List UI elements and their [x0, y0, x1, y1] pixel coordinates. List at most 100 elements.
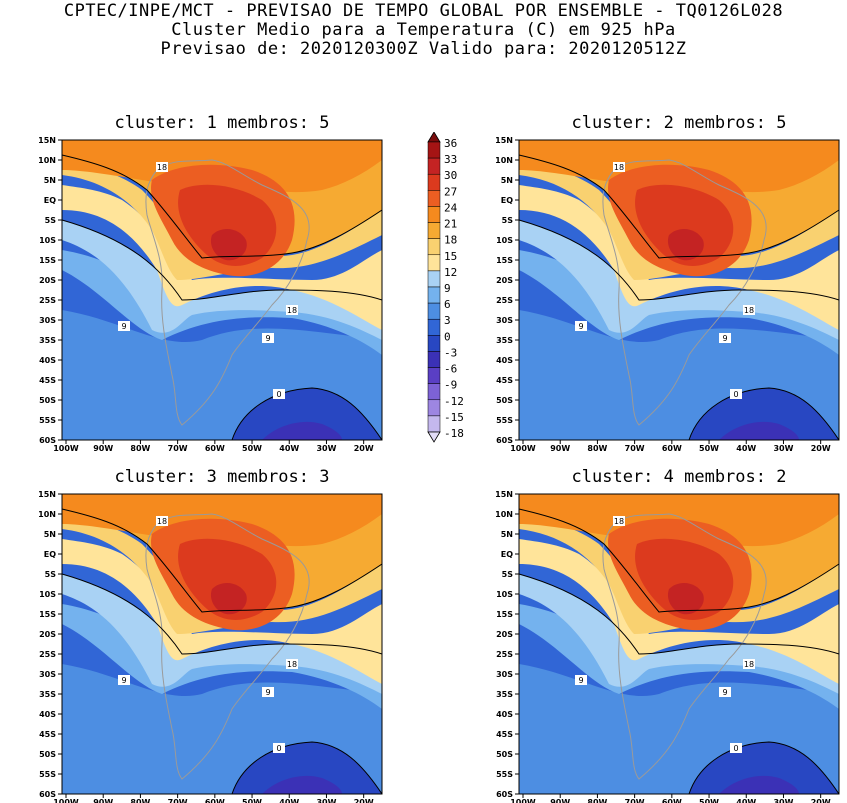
isotherm-9	[61, 219, 383, 301]
legend-level-label: 36	[444, 137, 457, 150]
legend-color-box	[427, 335, 441, 352]
temperature-warm-core-27	[635, 184, 734, 266]
lat-tick-label: 35S	[39, 336, 56, 345]
legend-color-box	[427, 173, 441, 191]
lon-tick-label: 100W	[53, 798, 79, 803]
contour-label-18-east: 18	[287, 306, 297, 315]
contour-label-9: 9	[578, 676, 583, 685]
lat-tick-label: 45S	[39, 376, 56, 385]
legend-level-label: 15	[444, 250, 457, 263]
lat-tick-label: 15N	[38, 136, 56, 145]
temperature-band-12	[519, 539, 839, 684]
lon-tick-label: 60W	[205, 444, 225, 452]
lat-tick-label: 35S	[496, 690, 513, 699]
coastline-south-america	[145, 159, 310, 426]
lat-tick-label: 10N	[38, 510, 56, 519]
lat-tick-label: EQ	[501, 196, 513, 205]
legend-level-label: 21	[444, 218, 457, 231]
lon-tick-label: 30W	[773, 798, 793, 803]
map-frame	[518, 139, 840, 441]
contour-label-9: 9	[121, 676, 126, 685]
lon-tick-label: 90W	[550, 444, 570, 452]
header-subtitle: Cluster Medio para a Temperatura (C) em …	[171, 20, 676, 40]
lat-tick-label: 30S	[496, 316, 513, 325]
lon-tick-label: 90W	[93, 798, 113, 803]
map-frame	[61, 139, 383, 441]
legend-level-label: 24	[444, 201, 458, 214]
temperature-warm-core-27	[178, 538, 277, 620]
contour-label-18-box	[613, 162, 625, 172]
temperature-warm-core-27	[635, 538, 734, 620]
map-frame	[518, 493, 840, 795]
lat-tick-label: 5N	[44, 176, 56, 185]
lon-tick-label: 80W	[587, 798, 607, 803]
header-dates: Previsao de: 2020120300Z Valido para: 20…	[160, 39, 687, 59]
lat-tick-label: 20S	[39, 276, 56, 285]
contour-label-9-east-box	[719, 687, 731, 697]
map-panel-1: 18 18 9 9 0 15N 10N 5N EQ 5S 10S 15S 20S 25S 30S 35S 40S…	[38, 136, 383, 452]
legend-level-label: 30	[444, 169, 457, 182]
legend-color-box	[427, 302, 441, 320]
lat-tick-label: 60S	[496, 436, 513, 445]
lon-tick-label: 60W	[205, 798, 225, 803]
temperature-band-15	[519, 160, 839, 280]
legend-color-box	[427, 415, 441, 433]
lat-tick-label: EQ	[501, 550, 513, 559]
lat-tick-label: 40S	[496, 356, 513, 365]
lat-tick-label: 10N	[495, 156, 513, 165]
temperature-band-cold-0	[689, 388, 839, 440]
lat-tick-label: 10S	[39, 236, 56, 245]
lon-tick-label: 90W	[93, 444, 113, 452]
lat-tick-label: 45S	[39, 730, 56, 739]
isotherm-9	[518, 573, 840, 655]
lat-tick-label: 30S	[496, 670, 513, 679]
contour-label-0-box	[273, 389, 285, 399]
lat-tick-label: 50S	[39, 750, 56, 759]
lat-tick-label: 60S	[39, 790, 56, 799]
header-title: CPTEC/INPE/MCT - PREVISAO DE TEMPO GLOBA…	[63, 1, 784, 21]
isotherm-0	[231, 387, 383, 441]
lat-tick-label: 35S	[496, 336, 513, 345]
contour-label-18: 18	[614, 163, 624, 172]
contour-label-0-box	[273, 743, 285, 753]
lon-tick-label: 40W	[279, 798, 299, 803]
lon-tick-label: 100W	[510, 444, 536, 452]
lon-tick-label: 70W	[168, 444, 188, 452]
legend-level-label: 27	[444, 185, 457, 198]
lat-tick-label: 50S	[496, 396, 513, 405]
temperature-band-cold-3	[719, 421, 799, 440]
legend-color-box	[427, 270, 441, 288]
temperature-hot-core-30	[210, 228, 247, 261]
lat-tick-label: 5N	[501, 176, 513, 185]
isotherm-0	[688, 387, 840, 441]
contour-label-18-east: 18	[287, 660, 297, 669]
legend-color-box	[427, 206, 441, 223]
temperature-band-6	[519, 604, 839, 709]
legend-color-box	[427, 318, 441, 336]
temperature-band-cold-0	[232, 388, 382, 440]
map-panel-4: 18 18 9 9 0 15N 10N 5N EQ 5S 10S 15S 20S 25S 30S 35S 40S…	[495, 490, 840, 803]
lat-tick-label: 5S	[502, 216, 514, 225]
legend-color-box	[427, 351, 441, 368]
lon-tick-label: 100W	[510, 798, 536, 803]
lon-tick-label: 30W	[316, 798, 336, 803]
temperature-band-12	[519, 185, 839, 330]
lat-tick-label: 40S	[39, 710, 56, 719]
lat-tick-label: 25S	[496, 650, 513, 659]
temperature-band-cold-0	[689, 742, 839, 794]
legend-level-label: 0	[444, 330, 451, 343]
temperature-hot-core-30	[667, 582, 704, 615]
lon-tick-label: 70W	[168, 798, 188, 803]
temperature-band-9	[519, 220, 839, 340]
legend-color-box	[427, 254, 441, 272]
lat-tick-label: 15N	[495, 490, 513, 499]
contour-label-18-box	[613, 516, 625, 526]
lat-tick-label: 15N	[495, 136, 513, 145]
temperature-hot-core-30	[210, 582, 247, 615]
temperature-band-15	[62, 514, 382, 634]
contour-label-0-box	[730, 743, 742, 753]
temperature-band-12	[62, 539, 382, 684]
lon-tick-label: 20W	[811, 798, 831, 803]
lat-tick-label: 20S	[39, 630, 56, 639]
coastline-south-america	[602, 513, 767, 780]
